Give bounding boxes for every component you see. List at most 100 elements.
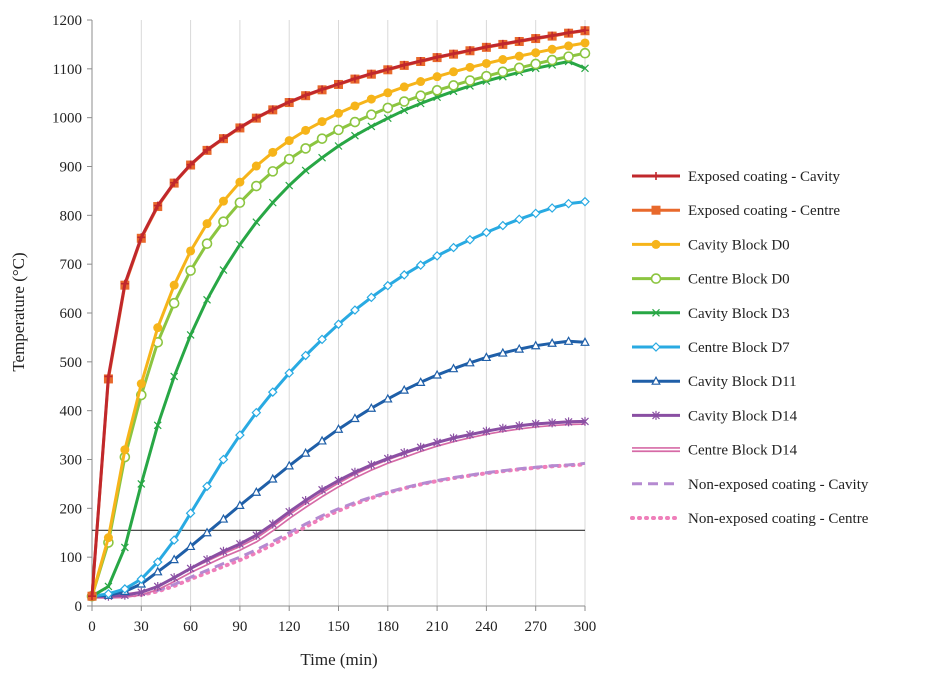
- data-point: [120, 445, 130, 455]
- data-point: [333, 319, 344, 330]
- data-point: [318, 485, 326, 495]
- data-point: [317, 334, 327, 345]
- data-point: [137, 233, 146, 242]
- data-point: [448, 363, 459, 373]
- data-point: [449, 49, 458, 58]
- data-point: [301, 166, 310, 175]
- data-point: [251, 161, 261, 171]
- data-point: [382, 280, 393, 291]
- x-tick-label: 0: [88, 619, 96, 635]
- data-point: [203, 295, 211, 304]
- data-point: [169, 535, 180, 545]
- data-point: [465, 357, 475, 367]
- data-point: [252, 530, 261, 540]
- data-point: [104, 372, 113, 381]
- legend-item-cavity-block-d11: Cavity Block D11: [632, 374, 797, 390]
- data-point: [318, 85, 327, 94]
- y-tick-label: 200: [60, 501, 83, 517]
- y-tick-label: 0: [75, 599, 83, 615]
- x-tick-label: 240: [475, 619, 498, 635]
- data-point: [383, 454, 392, 464]
- data-point: [301, 91, 310, 100]
- series-centre-block-d7: [87, 196, 590, 602]
- data-point: [301, 125, 311, 135]
- legend-label: Non-exposed coating - Cavity: [688, 477, 869, 493]
- series-layer: [86, 26, 591, 602]
- data-point: [498, 347, 508, 357]
- data-point: [316, 133, 328, 144]
- y-tick-label: 1200: [52, 13, 82, 29]
- data-point: [415, 90, 426, 101]
- series-centre-block-d0: [86, 47, 591, 602]
- data-point: [219, 266, 228, 274]
- data-point: [465, 62, 475, 72]
- data-point: [399, 270, 410, 280]
- data-point: [548, 31, 557, 40]
- data-point: [235, 500, 245, 510]
- data-point: [481, 227, 492, 238]
- data-point: [465, 46, 474, 55]
- y-tick-label: 100: [60, 550, 83, 566]
- data-point: [284, 136, 294, 146]
- data-point: [169, 280, 179, 290]
- data-point: [497, 220, 508, 231]
- series-exposed-coating-cavity: [88, 26, 589, 601]
- data-point: [103, 533, 113, 543]
- data-point: [120, 584, 130, 594]
- data-point: [267, 387, 278, 397]
- legend-item-centre-block-d0: Centre Block D0: [632, 272, 790, 288]
- data-point: [399, 82, 409, 92]
- data-point: [350, 413, 360, 423]
- data-point: [104, 582, 113, 591]
- data-point: [251, 407, 262, 418]
- data-point: [530, 58, 542, 70]
- data-point: [333, 124, 344, 136]
- data-point: [432, 251, 442, 261]
- data-point: [284, 368, 295, 378]
- data-point: [185, 265, 196, 276]
- data-point: [218, 196, 228, 206]
- legend-label: Cavity Block D0: [688, 237, 790, 253]
- data-point: [497, 66, 509, 78]
- data-point: [652, 308, 660, 317]
- data-point: [268, 147, 278, 157]
- data-point: [203, 145, 212, 154]
- legend-item-exposed-coating-cavity: Exposed coating - Cavity: [632, 169, 841, 185]
- data-point: [650, 273, 662, 284]
- data-point: [448, 80, 459, 91]
- data-point: [268, 198, 277, 207]
- data-point: [349, 116, 361, 128]
- legend-item-centre-block-d7: Centre Block D7: [632, 340, 790, 356]
- data-point: [169, 554, 179, 564]
- data-point: [235, 177, 245, 187]
- data-point: [267, 166, 279, 177]
- data-point: [366, 292, 377, 303]
- legend-label: Centre Block D0: [688, 272, 790, 288]
- data-point: [334, 79, 343, 88]
- series-line: [92, 461, 586, 598]
- data-point: [530, 340, 541, 350]
- data-point: [153, 201, 162, 210]
- data-point: [301, 496, 310, 506]
- grid-layer: [140, 20, 586, 606]
- data-point: [581, 416, 589, 426]
- data-point: [416, 57, 425, 66]
- data-point: [432, 369, 442, 379]
- legend-label: Centre Block D7: [688, 340, 790, 356]
- legend-label: Cavity Block D11: [688, 374, 797, 390]
- data-point: [651, 375, 661, 385]
- data-point: [546, 54, 558, 66]
- data-point: [513, 62, 525, 74]
- x-tick-label: 30: [134, 619, 149, 635]
- y-tick-label: 900: [60, 160, 83, 176]
- data-point: [433, 437, 442, 447]
- data-point: [383, 65, 392, 74]
- data-point: [317, 435, 327, 445]
- data-point: [186, 160, 195, 169]
- data-point: [514, 214, 525, 225]
- data-point: [481, 352, 492, 362]
- data-point: [563, 51, 574, 62]
- data-point: [219, 546, 228, 556]
- data-point: [268, 105, 277, 114]
- data-point: [351, 467, 359, 477]
